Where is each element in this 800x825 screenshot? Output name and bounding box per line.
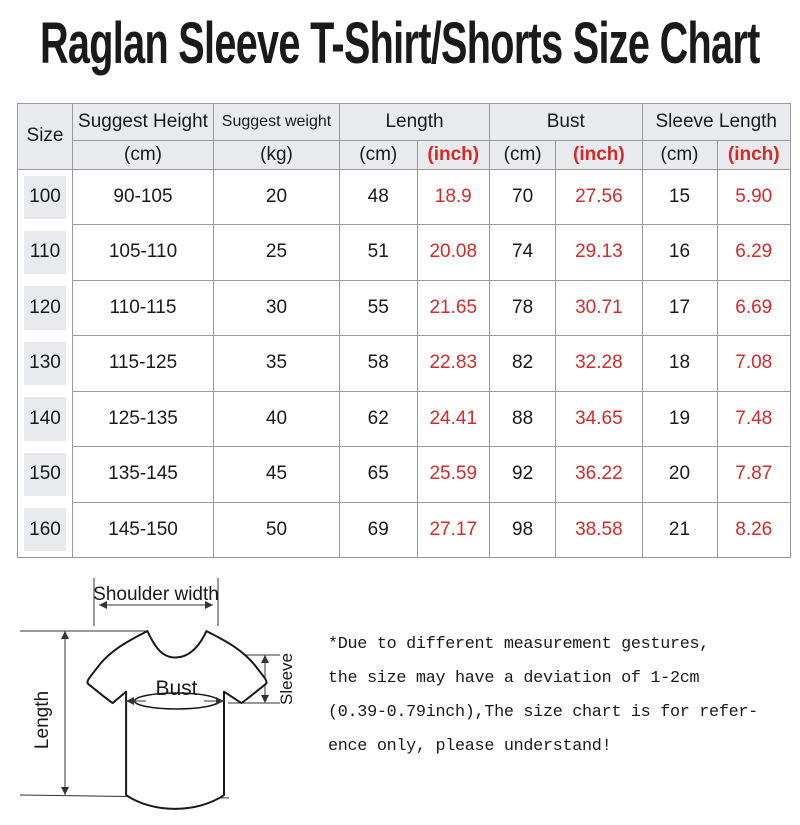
svg-text:Shoulder width: Shoulder width [93,584,219,605]
svg-text:Length: Length [32,691,53,749]
svg-text:Sleeve: Sleeve [277,653,296,705]
svg-text:Bust: Bust [155,677,197,700]
